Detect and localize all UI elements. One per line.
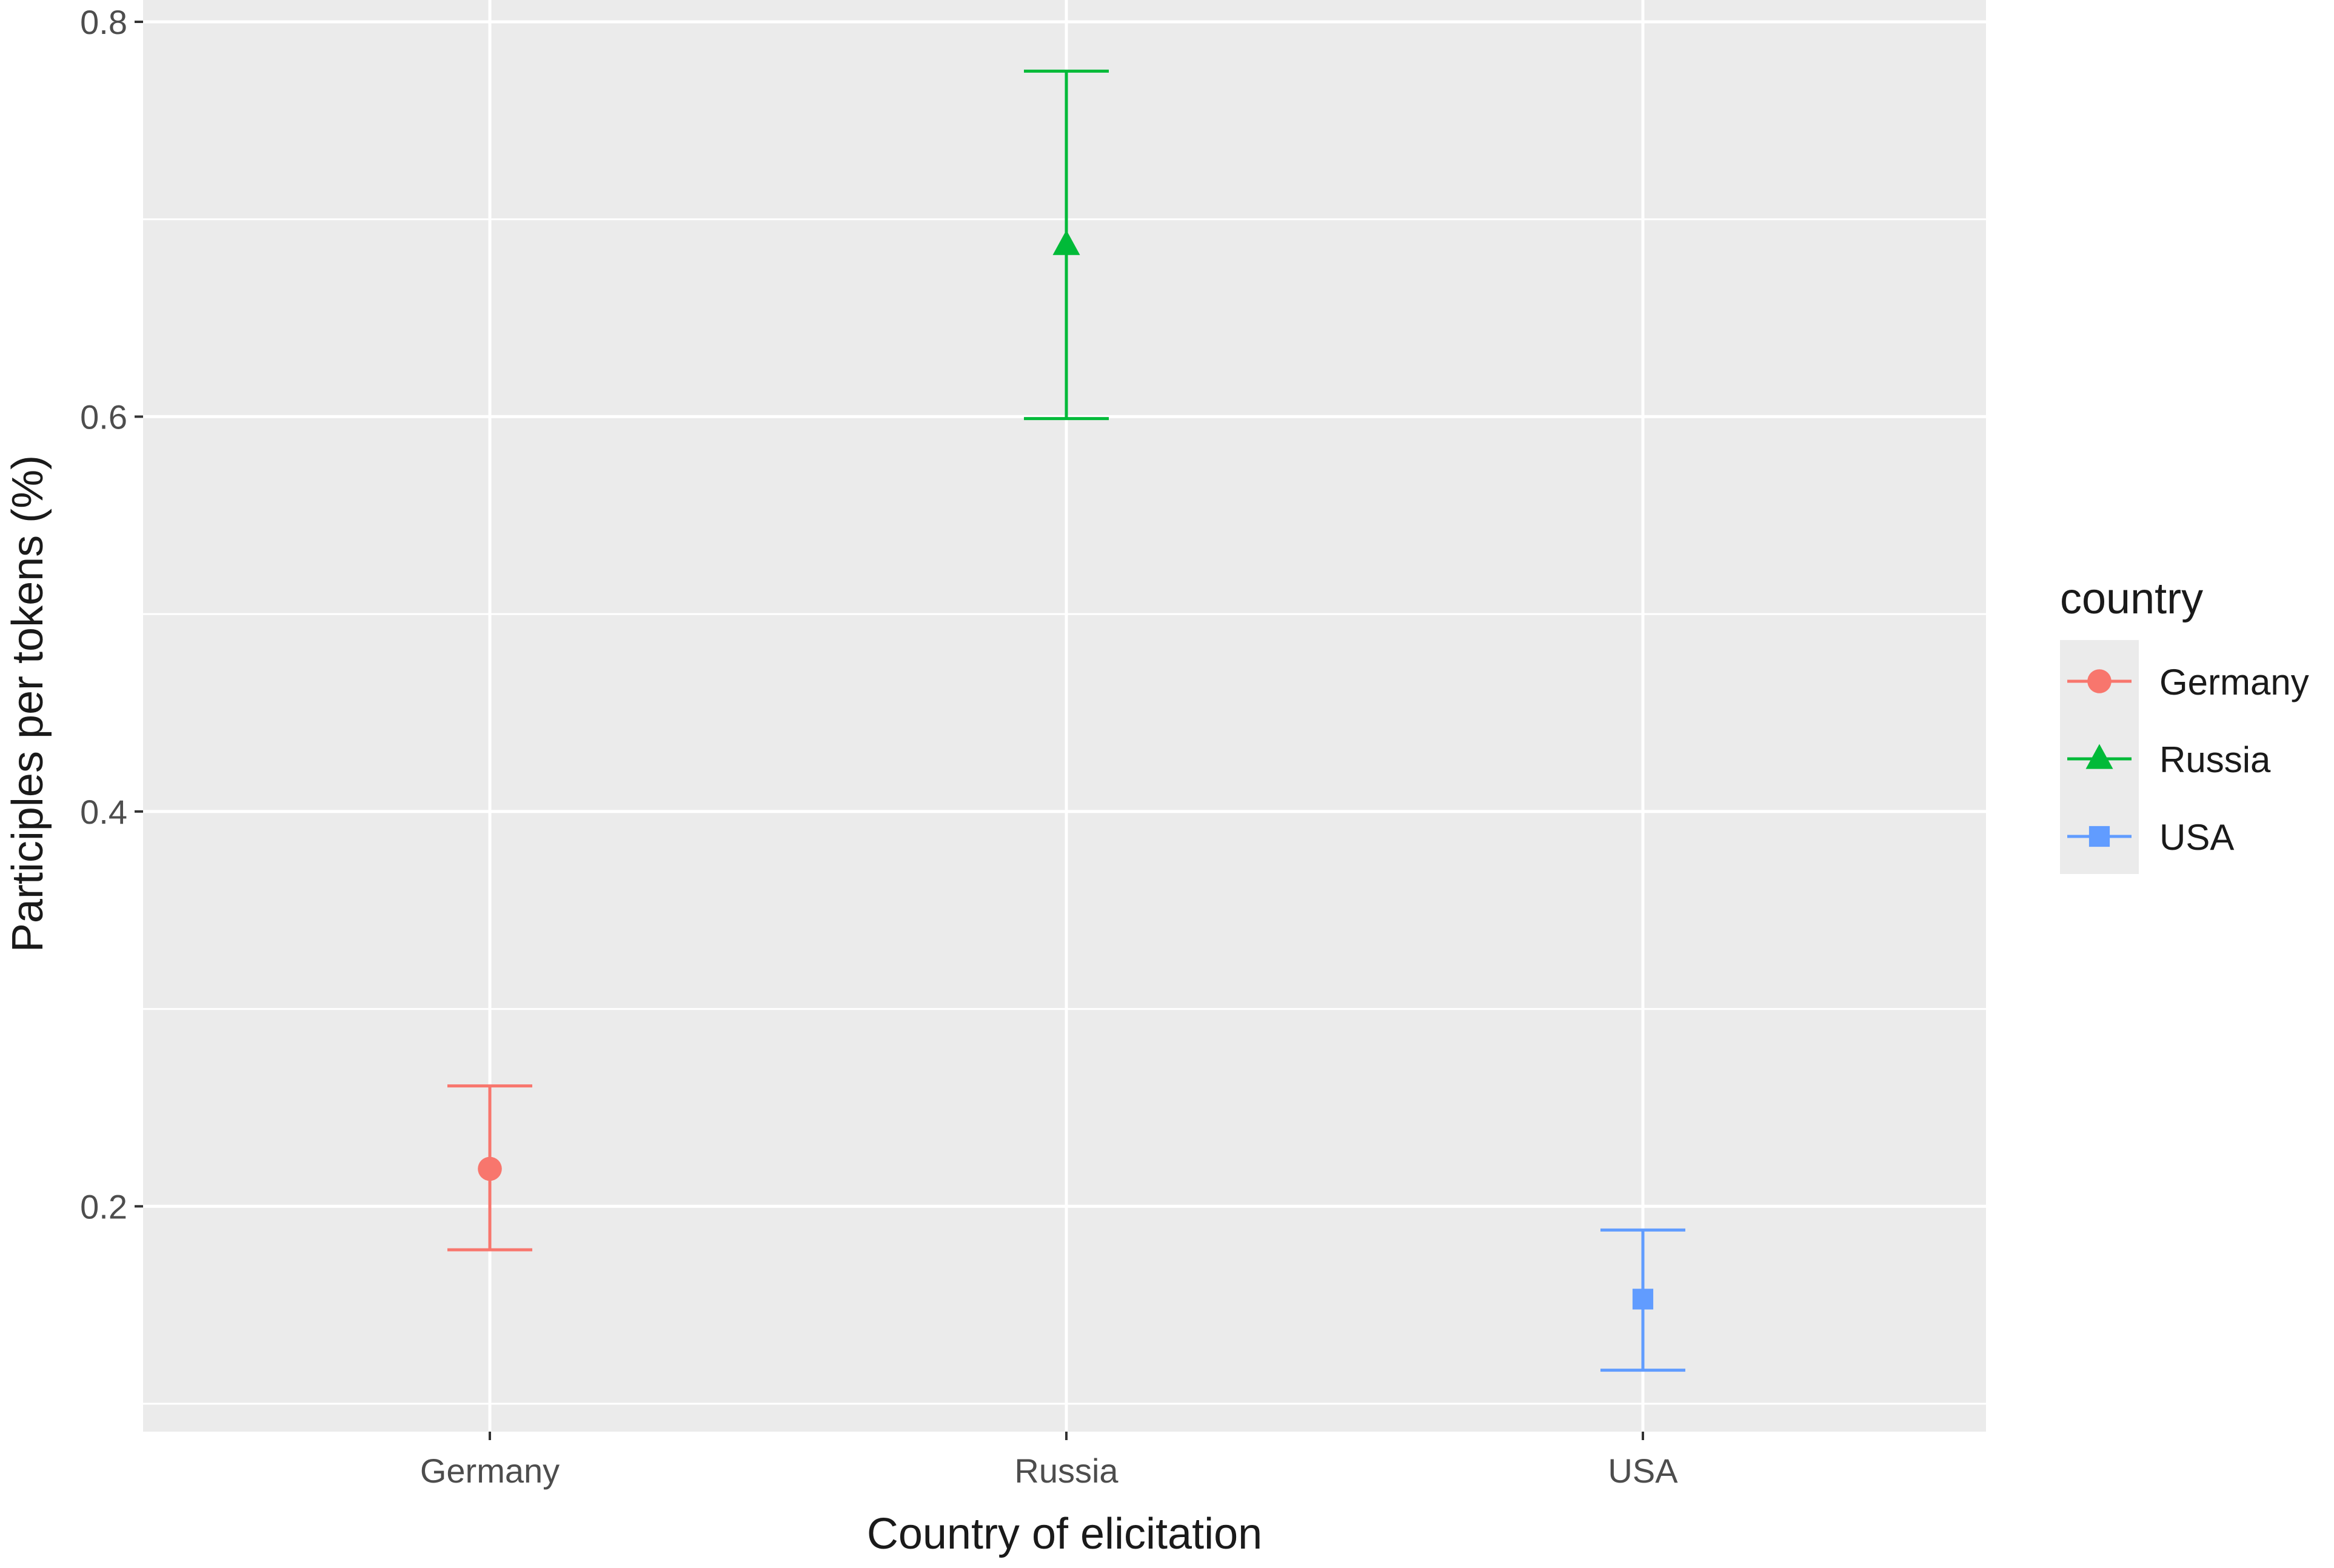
legend-label: Germany xyxy=(2159,662,2309,702)
series-germany xyxy=(447,1084,532,1252)
data-point xyxy=(1052,230,1080,255)
y-tick-label: 0.8 xyxy=(80,3,127,41)
y-tick-label: 0.2 xyxy=(80,1187,127,1226)
x-tick-label: Germany xyxy=(420,1452,560,1490)
legend-key-marker xyxy=(2088,826,2110,847)
series-usa xyxy=(1600,1228,1685,1372)
legend-label: Russia xyxy=(2159,739,2271,780)
data-series xyxy=(447,69,1685,1372)
y-tick-label: 0.6 xyxy=(80,398,127,436)
grid-lines xyxy=(143,0,1986,1432)
series-russia xyxy=(1024,69,1109,421)
x-axis-title: Country of elicitation xyxy=(867,1510,1262,1558)
legend-item-usa: USA xyxy=(2067,817,2234,858)
x-tick-label: Russia xyxy=(1014,1452,1119,1490)
y-axis-title: Participles per tokens (%) xyxy=(4,455,52,952)
axis-ticks xyxy=(135,21,1644,1440)
legend-item-germany: Germany xyxy=(2067,662,2309,702)
legend-key-marker xyxy=(2087,669,2112,693)
legend: country Germany Russia USA xyxy=(2060,575,2309,874)
data-point xyxy=(478,1156,502,1181)
tick-labels: 0.2 0.4 0.6 0.8 Germany Russia USA xyxy=(80,3,1678,1490)
data-point xyxy=(1632,1289,1654,1310)
legend-label: USA xyxy=(2159,817,2234,858)
legend-items: Germany Russia USA xyxy=(2067,662,2309,858)
x-tick-label: USA xyxy=(1608,1452,1678,1490)
legend-title: country xyxy=(2060,575,2203,623)
legend-item-russia: Russia xyxy=(2067,739,2271,780)
plot-panel xyxy=(143,0,1986,1432)
y-tick-label: 0.4 xyxy=(80,793,127,831)
legend-key-marker xyxy=(2085,744,2113,769)
